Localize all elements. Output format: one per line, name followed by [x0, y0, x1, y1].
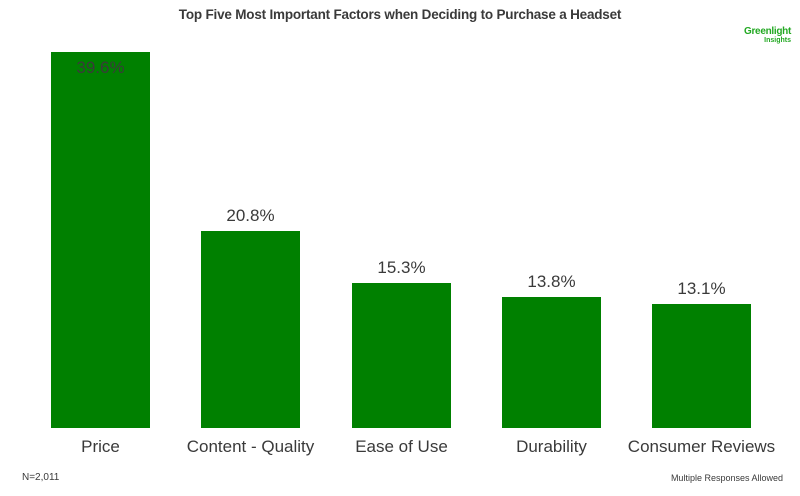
- category-label: Price: [81, 437, 120, 456]
- multiple-responses-note: Multiple Responses Allowed: [670, 473, 783, 483]
- bar: [352, 283, 451, 428]
- greenlight-logo: Greenlight Insights: [744, 27, 791, 45]
- bar: [51, 52, 150, 428]
- category-label: Content - Quality: [186, 437, 315, 456]
- bar: [652, 304, 751, 428]
- category-label: Durability: [516, 437, 587, 456]
- category-label: Ease of Use: [355, 437, 448, 456]
- chart-title: Top Five Most Important Factors when Dec…: [178, 7, 622, 22]
- value-label: 20.8%: [226, 206, 275, 225]
- sample-size-note: N=2,011: [22, 472, 60, 483]
- value-label: 13.8%: [527, 272, 576, 291]
- category-label: Consumer Reviews: [627, 437, 776, 456]
- value-label: 15.3%: [377, 258, 426, 277]
- value-label: 13.1%: [677, 279, 726, 298]
- logo-line-2: Insights: [764, 37, 791, 44]
- logo-line-1: Greenlight: [743, 26, 791, 37]
- bar: [201, 231, 300, 428]
- bar: [502, 297, 601, 428]
- value-label: 39.6%: [76, 58, 125, 77]
